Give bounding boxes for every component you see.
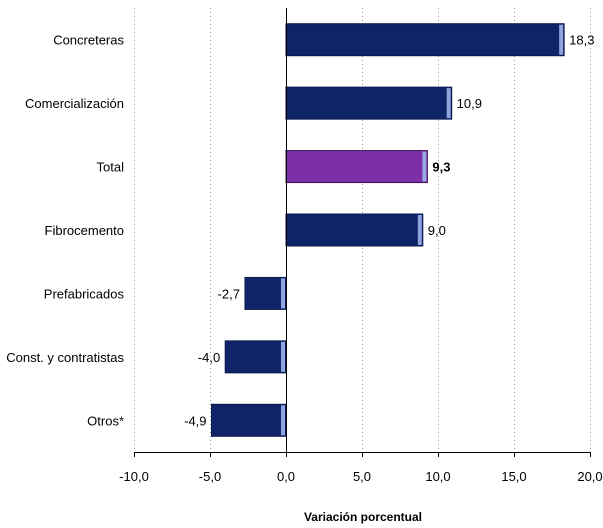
bar-cap-1 xyxy=(446,88,451,119)
category-label-3: Fibrocemento xyxy=(45,223,124,238)
value-labels: 18,3 10,9 9,3 9,0 -2,7 -4,0 -4,9 xyxy=(184,33,594,429)
bar-3 xyxy=(285,213,424,247)
axes xyxy=(134,8,591,457)
x-tick-label: 15,0 xyxy=(501,469,526,484)
category-label-6: Otros* xyxy=(87,413,124,428)
value-label-6: -4,9 xyxy=(184,413,206,428)
x-tick-label: -10,0 xyxy=(119,469,149,484)
x-tick-labels: -10,0 -5,0 0,0 5,0 10,0 15,0 20,0 xyxy=(119,469,602,484)
category-label-0: Concreteras xyxy=(53,33,124,48)
category-label-1: Comercialización xyxy=(25,96,124,111)
category-labels: Concreteras Comercialización Total Fibrocem… xyxy=(6,33,124,429)
x-tick-label: 10,0 xyxy=(425,469,450,484)
x-tick-label: 5,0 xyxy=(353,469,371,484)
value-label-5: -4,0 xyxy=(198,350,220,365)
bar-6 xyxy=(211,403,287,437)
bars xyxy=(211,23,565,437)
value-label-4: -2,7 xyxy=(218,286,240,301)
bar-4 xyxy=(244,276,287,310)
bar-0 xyxy=(285,23,565,57)
bar-cap-3 xyxy=(417,215,422,245)
bar-1 xyxy=(285,86,453,120)
bar-cap-4 xyxy=(281,278,285,309)
category-label-5: Const. y contratistas xyxy=(6,350,124,365)
x-tick-label: 0,0 xyxy=(277,469,295,484)
x-axis-title: Variación porcentual xyxy=(304,510,422,524)
bar-cap-0 xyxy=(559,24,564,55)
x-tick-label: -5,0 xyxy=(199,469,221,484)
x-tick-label: 20,0 xyxy=(577,469,602,484)
bar-cap-5 xyxy=(281,341,285,372)
bar-cap-2 xyxy=(422,151,427,182)
bar-cap-6 xyxy=(281,405,285,436)
bar-2 xyxy=(285,150,428,184)
value-label-3: 9,0 xyxy=(428,223,446,238)
bar-5 xyxy=(224,340,287,374)
value-label-2: 9,3 xyxy=(432,160,450,175)
category-label-4: Prefabricados xyxy=(44,286,125,301)
value-label-1: 10,9 xyxy=(457,96,482,111)
category-label-2: Total xyxy=(97,160,125,175)
value-label-0: 18,3 xyxy=(569,33,594,48)
